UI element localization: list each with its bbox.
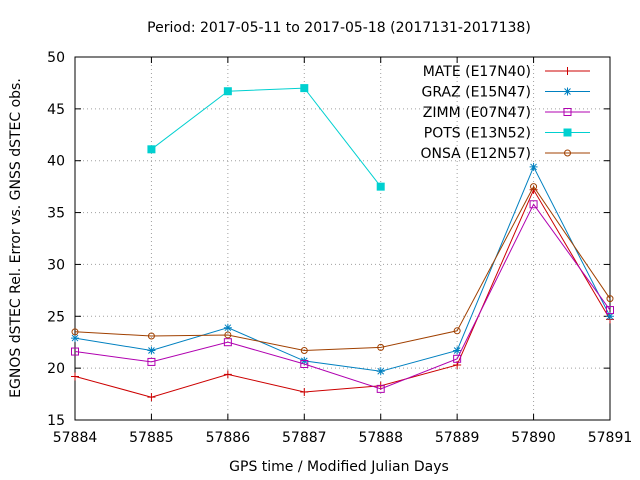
data-point (147, 145, 156, 154)
data-point (147, 346, 156, 355)
data-point (300, 84, 309, 93)
data-point (376, 367, 385, 376)
x-tick-label: 57887 (282, 430, 327, 446)
y-tick-label: 30 (47, 257, 65, 273)
y-tick-label: 50 (47, 50, 65, 66)
data-point (71, 334, 79, 343)
data-point (606, 312, 614, 321)
series-line (74, 185, 611, 352)
legend-marker (564, 149, 571, 157)
data-point (223, 87, 232, 96)
chart-title: Period: 2017-05-11 to 2017-05-18 (201713… (147, 20, 531, 36)
data-point (300, 359, 309, 368)
data-point (376, 384, 385, 393)
legend-label: ZIMM (E07N47) (423, 105, 531, 121)
axis-ticks: 15 20 25 30 35 40 45 50 57884 57885 57886 57887 5788… (47, 50, 632, 446)
series-line (74, 188, 611, 398)
data-point (300, 387, 309, 396)
x-tick-label: 57885 (129, 430, 174, 446)
data-point (147, 332, 155, 340)
data-point (606, 295, 614, 303)
legend-entry: MATE (E17N40) (423, 64, 590, 80)
plot-frame (74, 56, 611, 421)
data-point (453, 346, 462, 355)
data-point (377, 343, 385, 351)
series-4 (71, 183, 614, 355)
legend-label: MATE (E17N40) (423, 64, 531, 80)
x-tick-label: 57890 (511, 430, 556, 446)
data-point (223, 323, 232, 332)
data-point (529, 162, 538, 171)
series-line (74, 165, 611, 372)
series-1 (71, 162, 614, 376)
legend-marker (563, 108, 572, 116)
data-point (529, 200, 538, 209)
y-axis-label: EGNOS dSTEC Rel. Error vs. GNSS dSTEC ob… (8, 78, 24, 398)
legend: MATE (E17N40) GRAZ (E15N47) ZIMM (E07N47) P… (420, 64, 590, 162)
legend-label: POTS (E13N52) (424, 126, 531, 142)
data-point (223, 370, 232, 379)
x-axis-label: GPS time / Modified Julian Days (229, 459, 449, 475)
x-tick-label: 57886 (206, 430, 251, 446)
data-point (300, 347, 308, 355)
y-tick-label: 40 (47, 154, 65, 170)
y-tick-label: 15 (47, 413, 65, 429)
data-point (224, 331, 232, 339)
legend-marker (563, 67, 572, 75)
series-lines (71, 84, 614, 402)
legend-entry: POTS (E13N52) (424, 126, 590, 142)
legend-marker (563, 87, 572, 96)
x-tick-label: 57888 (358, 430, 403, 446)
data-point (376, 182, 385, 191)
legend-entry: ONSA (E12N57) (420, 146, 590, 162)
data-point (606, 306, 614, 315)
y-tick-label: 45 (47, 102, 65, 118)
series-3 (147, 84, 385, 191)
y-tick-label: 20 (47, 361, 65, 377)
data-point (71, 347, 79, 356)
legend-label: GRAZ (E15N47) (422, 85, 532, 101)
x-tick-label: 57889 (435, 430, 480, 446)
series-line (151, 87, 382, 187)
legend-entry: GRAZ (E15N47) (422, 85, 590, 101)
data-point (147, 357, 156, 366)
data-point (147, 393, 156, 402)
y-tick-label: 25 (47, 309, 65, 325)
legend-label: ONSA (E12N57) (420, 146, 531, 162)
y-tick-label: 35 (47, 206, 65, 222)
legend-entry: ZIMM (E07N47) (423, 105, 590, 121)
series-0 (71, 185, 614, 402)
data-point (530, 183, 538, 191)
data-point (223, 338, 232, 347)
series-line (74, 203, 611, 390)
legend-marker (563, 128, 572, 137)
x-tick-label: 57884 (53, 430, 98, 446)
data-point (453, 354, 462, 363)
x-tick-label: 57891 (588, 430, 633, 446)
data-point (453, 327, 461, 335)
data-point (71, 372, 79, 381)
data-point (71, 328, 79, 336)
grid (75, 57, 610, 420)
series-2 (71, 200, 614, 393)
